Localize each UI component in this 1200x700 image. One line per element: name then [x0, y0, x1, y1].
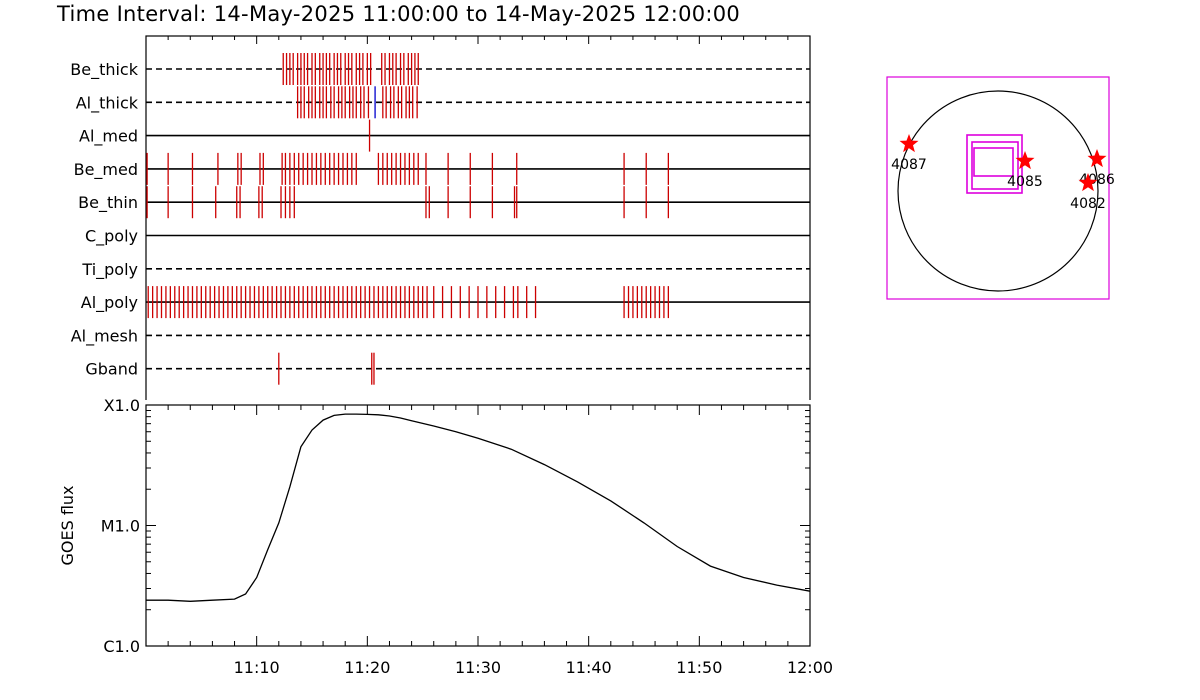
timeline-row-label-be-med: Be_med	[74, 160, 138, 180]
timeline-row-label-be-thin: Be_thin	[78, 193, 138, 213]
goes-y-tick-label: X1.0	[104, 396, 140, 415]
goes-x-tick-label: 11:40	[566, 658, 612, 677]
fov-box	[973, 147, 1014, 177]
timeline-row-label-ti-poly: Ti_poly	[81, 260, 138, 280]
goes-y-tick-label: C1.0	[103, 637, 140, 656]
active-region-label-4082: 4082	[1070, 196, 1106, 212]
goes-y-axis-label: GOES flux	[58, 485, 77, 565]
goes-x-tick-label: 11:20	[344, 658, 390, 677]
active-region-label-4085: 4085	[1007, 174, 1043, 190]
timeline-row-label-al-med: Al_med	[79, 127, 138, 147]
timeline-row-label-c-poly: C_poly	[85, 227, 138, 247]
solar-disk-map: 4087408540864082	[886, 76, 1115, 300]
goes-x-tick-label: 12:00	[787, 658, 833, 677]
goes-flux-chart: X1.0 M1.0 C1.0 11:10 11:20 11:30 11:40 11:50 12:…	[58, 396, 833, 677]
goes-x-tick-label: 11:50	[676, 658, 722, 677]
fov-box	[971, 141, 1019, 190]
active-region-star-4082	[1078, 173, 1098, 192]
goes-y-tick-label: M1.0	[101, 517, 140, 536]
active-region-label-4087: 4087	[891, 157, 927, 173]
time-interval-title: Time Interval: 14-May-2025 11:00:00 to 1…	[57, 2, 741, 26]
active-region-star-4085	[1015, 151, 1035, 170]
active-region-star-4086	[1087, 149, 1107, 168]
image-timeline-chart: Be_thick Al_thick Al_med Be_med Be_thin C_pol…	[70, 35, 811, 400]
goes-x-tick-label: 11:30	[455, 658, 501, 677]
timeline-row-label-be-thick: Be_thick	[70, 60, 138, 80]
timeline-row-label-al-thick: Al_thick	[76, 93, 139, 113]
solar-limb-circle	[897, 90, 1099, 292]
timeline-frame	[145, 35, 811, 400]
timeline-row-label-al-poly: Al_poly	[81, 293, 138, 313]
timeline-row-label-gband: Gband	[85, 360, 138, 379]
timeline-row-label-al-mesh: Al_mesh	[71, 326, 138, 346]
map-frame	[886, 76, 1110, 300]
active-region-star-4087	[899, 134, 919, 153]
goes-frame	[145, 404, 811, 647]
goes-x-tick-label: 11:10	[234, 658, 280, 677]
goes-flux-line	[146, 413, 811, 602]
